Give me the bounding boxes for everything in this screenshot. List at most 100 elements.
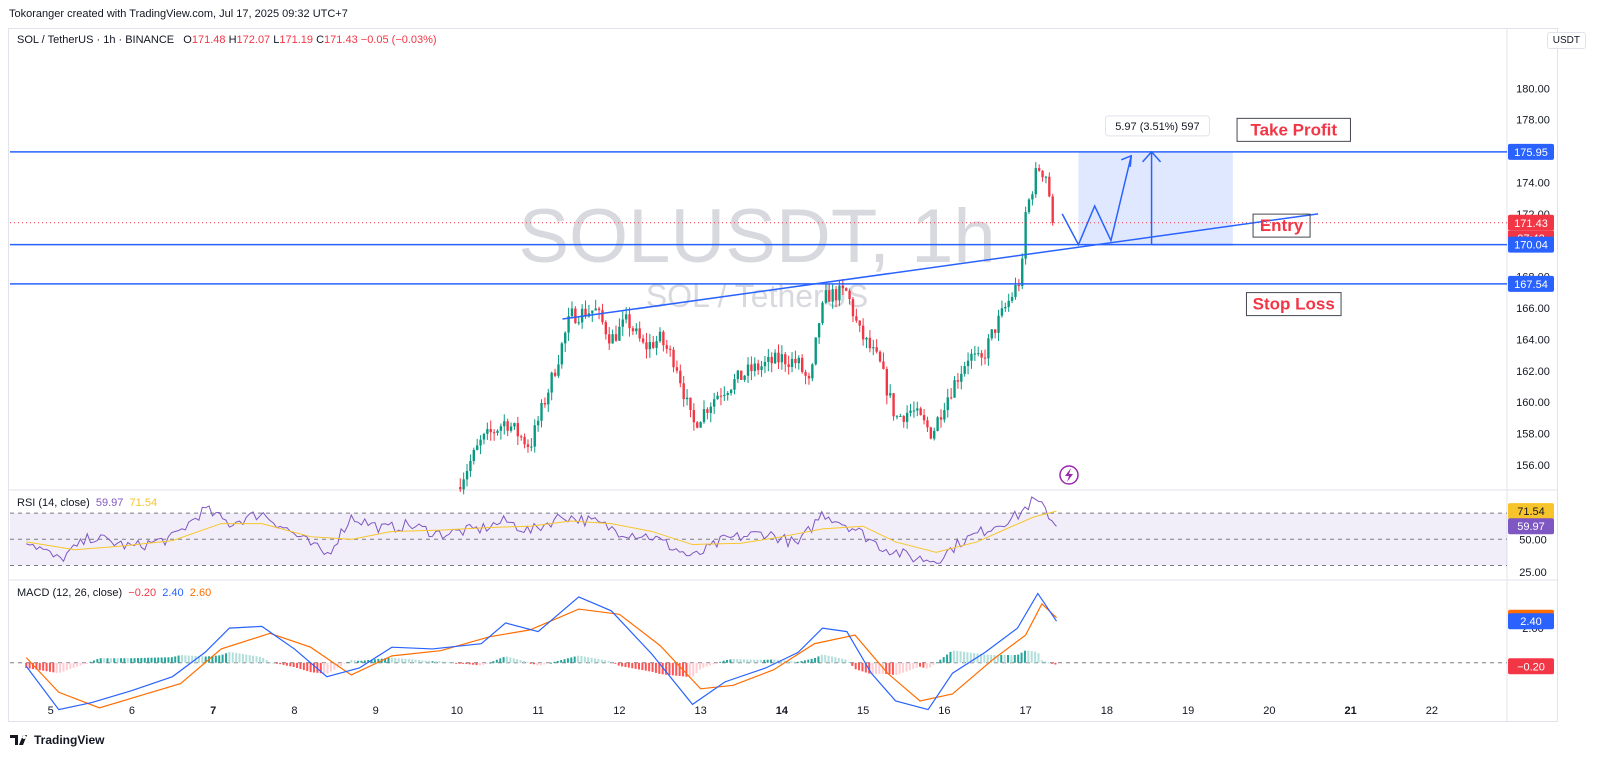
candle-body <box>983 357 987 359</box>
candle-body <box>770 356 773 364</box>
candle-body <box>706 409 709 413</box>
macd-histogram-bar <box>397 658 400 663</box>
macd-histogram-bar <box>1013 655 1016 663</box>
macd-histogram-bar <box>546 662 549 664</box>
macd-histogram-bar <box>594 658 596 663</box>
macd-histogram-bar <box>438 661 441 663</box>
macd-histogram-bar <box>529 662 532 664</box>
candle-body <box>895 416 899 418</box>
macd-histogram-bar <box>187 655 190 663</box>
macd-histogram-bar <box>1000 655 1003 663</box>
candle-body <box>1014 284 1017 297</box>
candle-body <box>645 342 648 350</box>
macd-histogram-bar <box>722 660 725 663</box>
macd-histogram-bar <box>350 659 353 663</box>
macd-histogram-bar <box>285 662 288 666</box>
price-badge <box>1508 275 1554 292</box>
macd-histogram-bar <box>715 662 718 664</box>
macd-histogram-bar <box>814 657 817 663</box>
candle-body <box>868 337 872 349</box>
annotation-take-profit[interactable]: Take Profit <box>1236 117 1351 142</box>
macd-histogram-bar <box>631 662 634 669</box>
candle-body <box>1000 308 1004 316</box>
macd-histogram-bar <box>1044 661 1047 663</box>
macd-histogram-bar <box>648 662 651 672</box>
macd-histogram-bar <box>204 656 207 663</box>
candle-body <box>550 372 553 393</box>
candle-body <box>936 417 939 431</box>
candle-body <box>756 363 760 371</box>
candle-body <box>658 331 662 342</box>
macd-histogram-bar <box>820 654 823 663</box>
symbol-label[interactable]: SOL / TetherUS · 1h · BINANCE <box>17 34 175 46</box>
macd-histogram-bar <box>678 662 681 677</box>
price-tick-label: 164.00 <box>1516 334 1550 346</box>
macd-histogram-bar <box>1054 662 1057 665</box>
macd-legend: MACD (12, 26, close) −0.20 2.40 2.60 <box>17 587 211 599</box>
candle-body <box>784 354 787 365</box>
macd-histogram-bar <box>824 655 827 663</box>
macd-histogram-bar <box>583 656 586 663</box>
macd-histogram-bar <box>99 658 102 663</box>
macd-histogram-bar <box>766 659 769 663</box>
macd-histogram-bar <box>516 659 519 663</box>
candle-body <box>503 421 506 427</box>
time-tick-label: 11 <box>532 705 543 717</box>
candle-body <box>973 353 977 355</box>
candle-body <box>831 289 834 302</box>
candle-body <box>956 380 960 382</box>
macd-histogram-bar <box>854 662 857 670</box>
macd-histogram-bar <box>946 654 949 663</box>
macd-histogram-bar <box>742 659 745 663</box>
price-badge-label: 167.54 <box>1514 279 1548 291</box>
macd-histogram-bar <box>668 662 671 676</box>
macd-histogram-bar <box>614 662 617 664</box>
macd-histogram-bar <box>245 654 248 663</box>
macd-histogram-bar <box>996 655 999 663</box>
macd-histogram-bar <box>570 657 573 663</box>
macd-histogram-bar <box>922 662 925 668</box>
macd-title[interactable]: MACD (12, 26, close) <box>17 587 123 599</box>
macd-histogram-bar <box>597 659 600 663</box>
macd-histogram-bar <box>441 661 444 663</box>
rsi-title[interactable]: RSI (14, close) <box>17 497 90 509</box>
candle-body <box>665 345 668 349</box>
macd-hist-value: −0.20 <box>128 587 157 599</box>
close-value: 171.43 <box>324 34 358 46</box>
macd-histogram-bar <box>106 658 109 663</box>
annotation-box <box>1236 117 1351 142</box>
annotation-entry[interactable]: Entry <box>1252 213 1311 238</box>
macd-histogram-bar <box>170 657 173 663</box>
candle-body <box>547 392 550 405</box>
macd-histogram-bar <box>807 659 810 663</box>
candle-body <box>953 380 956 398</box>
candle-body <box>797 357 800 364</box>
macd-histogram-bar <box>871 662 874 675</box>
currency-button[interactable]: USDT <box>1546 32 1586 49</box>
macd-histogram-bar <box>279 662 282 665</box>
candle-body <box>794 358 797 364</box>
macd-histogram-bar <box>191 655 194 663</box>
macd-histogram-bar <box>116 658 119 663</box>
macd-histogram-bar <box>610 661 613 663</box>
macd-histogram-bar <box>272 662 275 664</box>
macd-histogram-bar <box>214 655 217 663</box>
chart-frame <box>8 28 1558 722</box>
macd-histogram-bar <box>143 657 146 663</box>
macd-histogram-bar <box>638 662 641 670</box>
macd-histogram-bar <box>346 661 349 663</box>
macd-histogram-bar <box>932 662 935 665</box>
candle-body <box>662 331 665 346</box>
macd-histogram-bar <box>258 656 261 663</box>
macd-histogram-bar <box>512 658 515 663</box>
candle-body <box>946 397 949 411</box>
tradingview-logo[interactable]: TradingView <box>10 733 104 747</box>
macd-histogram-bar <box>891 662 894 675</box>
rsi-line <box>26 496 1057 564</box>
macd-histogram-bar <box>167 657 170 663</box>
macd-histogram-bar <box>120 658 123 663</box>
candle-body <box>682 383 685 400</box>
annotation-stop-loss[interactable]: Stop Loss <box>1245 292 1342 317</box>
lightning-icon[interactable] <box>1059 465 1079 485</box>
